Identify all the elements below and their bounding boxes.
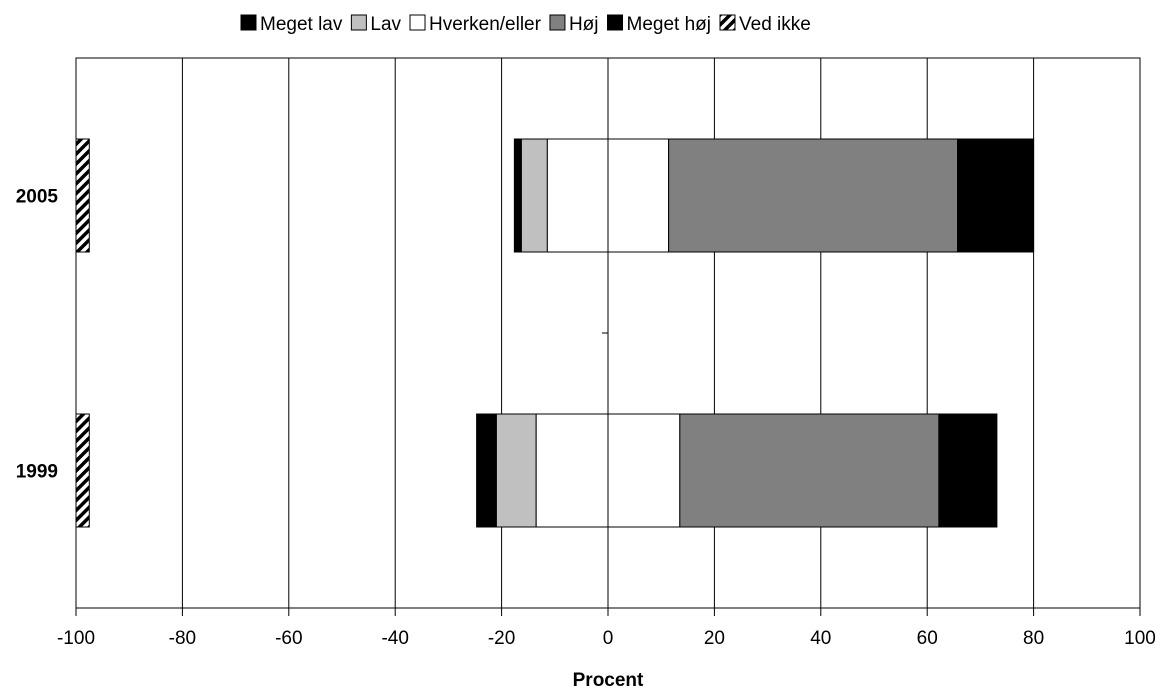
plot-area xyxy=(75,57,1141,609)
legend-swatch-meget-hoej xyxy=(607,14,624,31)
axes: -100 -80 -60 -40 -20 0 20 40 60 80 100 2005 1999 xyxy=(16,187,1156,650)
y-category-label: 2005 xyxy=(16,187,59,208)
y-category-label: 1999 xyxy=(16,462,58,483)
legend-swatch-ved-ikke xyxy=(719,14,736,31)
legend-swatch-meget-lav xyxy=(240,14,257,31)
legend-label-hverken-eller: Hverken/eller xyxy=(429,14,542,35)
x-tick-label: -60 xyxy=(275,628,302,649)
x-axis-title: Procent xyxy=(573,670,644,691)
legend-label-meget-hoej: Meget høj xyxy=(627,14,711,35)
x-tick-label: 100 xyxy=(1124,628,1156,649)
bar-hverken-eller-1999-right xyxy=(607,413,681,528)
bar-lav-1999 xyxy=(495,413,537,528)
x-tick-label: 20 xyxy=(704,628,725,649)
x-tick-label: -40 xyxy=(381,628,408,649)
legend-label-hoej: Høj xyxy=(569,14,599,35)
bar-ved-ikke-1999 xyxy=(75,413,90,528)
bar-meget-hoej-2005 xyxy=(957,138,1035,253)
bar-meget-lav-2005 xyxy=(513,138,522,253)
legend-swatch-lav xyxy=(350,14,367,31)
bar-hverken-eller-2005-left xyxy=(546,138,609,253)
legend-swatch-hoej xyxy=(549,14,566,31)
bar-hverken-eller-1999-left xyxy=(535,413,609,528)
x-tick-label: 0 xyxy=(603,628,614,649)
bar-hoej-1999 xyxy=(679,413,940,528)
x-tick-label: 40 xyxy=(810,628,831,649)
bar-lav-2005 xyxy=(520,138,548,253)
x-tick-label: -80 xyxy=(169,628,196,649)
bar-hoej-2005 xyxy=(668,138,959,253)
bar-meget-lav-1999 xyxy=(476,413,497,528)
bar-ved-ikke-2005 xyxy=(75,138,90,253)
legend-label-ved-ikke: Ved ikke xyxy=(739,14,811,35)
x-tick-label: 60 xyxy=(917,628,938,649)
legend-label-lav: Lav xyxy=(370,14,401,35)
bar-hverken-eller-2005-right xyxy=(607,138,670,253)
legend-swatch-hverken-eller xyxy=(409,14,426,31)
x-tick-label: 80 xyxy=(1023,628,1044,649)
legend: Meget lav Lav Hverken/eller Høj Meget høj Ved… xyxy=(240,14,811,35)
bar-meget-hoej-1999 xyxy=(938,413,998,528)
x-tick-label: -100 xyxy=(57,628,95,649)
legend-label-meget-lav: Meget lav xyxy=(260,14,343,35)
x-tick-label: -20 xyxy=(488,628,515,649)
